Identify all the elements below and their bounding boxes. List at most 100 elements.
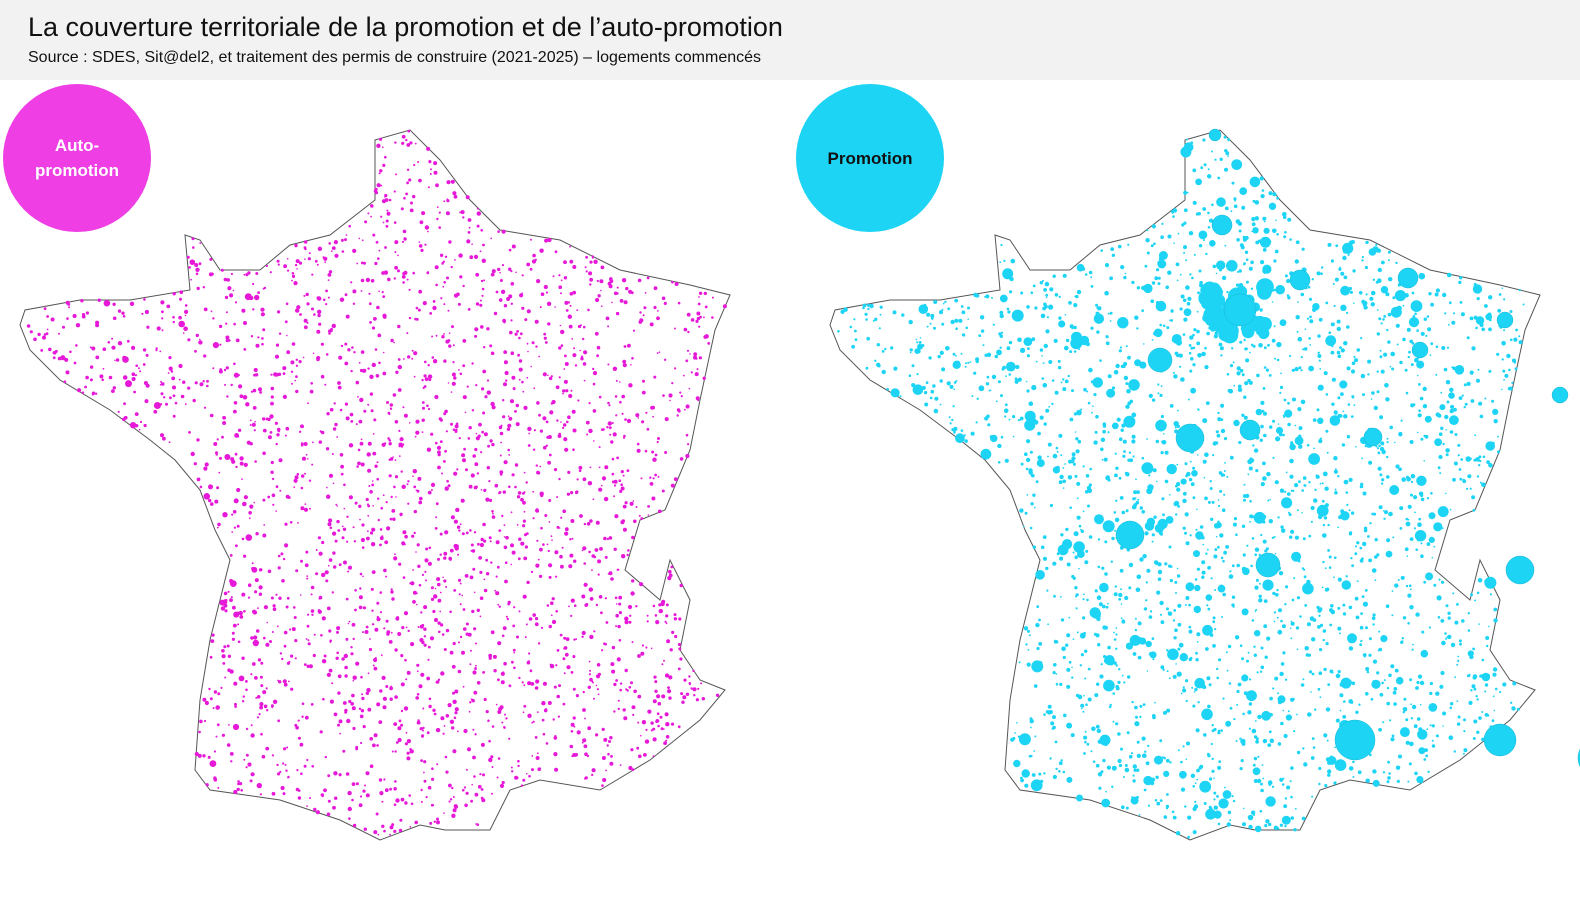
dot xyxy=(553,736,558,740)
dot xyxy=(210,639,215,643)
dot xyxy=(295,375,298,378)
dot xyxy=(1014,732,1016,734)
dot xyxy=(215,453,218,456)
dot xyxy=(921,385,926,390)
dot xyxy=(1064,379,1069,384)
dot xyxy=(1069,350,1073,354)
dot xyxy=(1209,777,1213,781)
dot xyxy=(143,298,146,301)
dot xyxy=(284,434,287,437)
dot xyxy=(698,291,703,295)
dot xyxy=(1046,589,1049,592)
dot xyxy=(1099,359,1102,362)
dot xyxy=(291,382,293,385)
dot xyxy=(358,595,363,600)
dot xyxy=(304,258,306,260)
dot xyxy=(915,338,918,341)
dot xyxy=(1430,342,1434,346)
dot xyxy=(1369,522,1372,525)
dot xyxy=(575,490,579,494)
dot xyxy=(1277,516,1280,519)
dot xyxy=(444,486,449,491)
dot xyxy=(285,769,288,772)
dot xyxy=(1435,373,1438,376)
dot xyxy=(1292,489,1295,492)
dot xyxy=(275,593,278,596)
dot xyxy=(161,382,165,386)
dot xyxy=(524,545,529,549)
dot xyxy=(433,161,438,166)
dot xyxy=(1416,360,1425,369)
dot xyxy=(184,304,188,307)
dot xyxy=(453,589,457,592)
dot xyxy=(400,797,405,802)
dot xyxy=(884,347,887,351)
dot xyxy=(195,333,199,338)
dot xyxy=(1251,222,1256,227)
dot xyxy=(379,611,383,614)
dot xyxy=(663,301,667,305)
dot xyxy=(1317,625,1321,629)
dot xyxy=(1350,557,1353,560)
dot xyxy=(1020,291,1024,295)
dot xyxy=(168,366,173,371)
dot xyxy=(620,470,624,474)
dot xyxy=(1017,337,1022,343)
dot xyxy=(345,234,348,236)
dot xyxy=(439,440,443,443)
dot xyxy=(666,735,669,737)
dot xyxy=(521,306,525,310)
dot xyxy=(1321,266,1324,269)
dot xyxy=(440,297,443,300)
dot xyxy=(479,542,484,548)
dot xyxy=(1132,774,1135,777)
dot xyxy=(313,313,316,316)
dot xyxy=(335,503,338,506)
dot xyxy=(1019,508,1024,513)
dot xyxy=(394,251,397,254)
dot xyxy=(1407,593,1412,598)
dot xyxy=(241,308,246,313)
dot xyxy=(1316,408,1320,412)
dot xyxy=(198,730,201,734)
dot xyxy=(1028,423,1031,427)
dot xyxy=(1479,323,1484,327)
dot xyxy=(447,484,451,488)
dot xyxy=(1209,240,1216,247)
dot xyxy=(1437,506,1449,518)
dot xyxy=(1219,268,1222,272)
dot xyxy=(595,297,600,303)
dot xyxy=(1395,676,1404,685)
dot xyxy=(1216,667,1219,671)
dot xyxy=(1362,541,1367,547)
dot xyxy=(58,332,60,335)
dot xyxy=(280,552,284,556)
dot xyxy=(229,669,234,674)
dot xyxy=(233,498,239,504)
dot xyxy=(588,402,591,405)
dot xyxy=(978,334,982,337)
dot xyxy=(1254,553,1257,556)
dot xyxy=(443,281,447,284)
dot xyxy=(351,782,356,786)
dot xyxy=(257,291,260,294)
dot xyxy=(422,729,424,732)
dot xyxy=(378,720,383,724)
dot xyxy=(1250,810,1256,815)
dot xyxy=(1332,283,1335,285)
dot xyxy=(564,362,569,366)
dot xyxy=(1343,479,1349,485)
dot xyxy=(892,310,897,315)
dot xyxy=(945,346,950,351)
dot xyxy=(233,401,238,405)
dot xyxy=(437,678,441,681)
dot xyxy=(1309,315,1312,319)
dot xyxy=(490,561,493,564)
dot xyxy=(401,443,405,446)
dot xyxy=(1241,413,1245,417)
dot xyxy=(582,477,587,482)
dot xyxy=(1293,577,1296,580)
dot xyxy=(563,636,567,640)
dot xyxy=(1317,608,1322,613)
dot xyxy=(537,642,541,645)
